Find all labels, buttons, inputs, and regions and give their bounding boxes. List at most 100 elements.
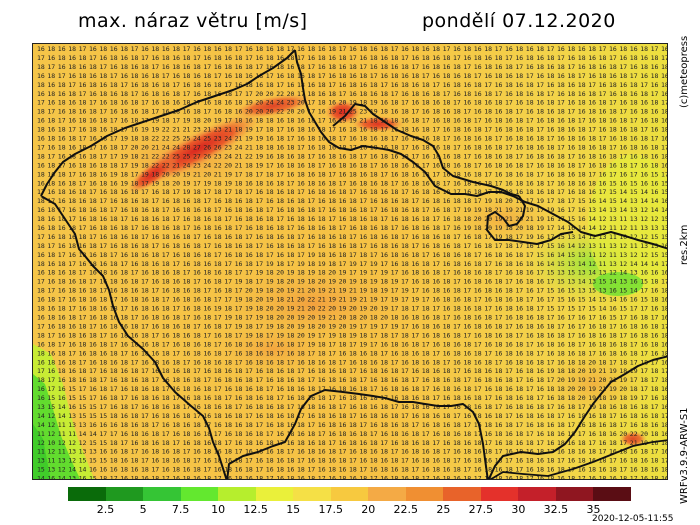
svg-text:17: 17 <box>536 170 544 178</box>
svg-text:16: 16 <box>484 251 492 259</box>
svg-text:13: 13 <box>640 224 648 232</box>
svg-text:16: 16 <box>47 170 55 178</box>
svg-text:16: 16 <box>110 242 118 250</box>
legend-swatch <box>443 487 481 501</box>
svg-text:18: 18 <box>307 117 315 125</box>
svg-text:16: 16 <box>515 322 523 330</box>
svg-text:18: 18 <box>266 314 274 322</box>
svg-text:18: 18 <box>557 81 565 89</box>
svg-text:18: 18 <box>37 108 45 116</box>
svg-text:12: 12 <box>599 215 607 223</box>
svg-text:18: 18 <box>131 251 139 259</box>
svg-text:12: 12 <box>640 206 648 214</box>
svg-text:16: 16 <box>609 305 617 313</box>
svg-text:17: 17 <box>661 457 668 465</box>
svg-text:17: 17 <box>630 340 638 348</box>
svg-text:18: 18 <box>235 179 243 187</box>
svg-text:16: 16 <box>110 448 118 456</box>
svg-text:16: 16 <box>547 466 555 474</box>
svg-text:25: 25 <box>183 135 191 143</box>
svg-text:17: 17 <box>640 81 648 89</box>
svg-text:19: 19 <box>484 197 492 205</box>
svg-text:18: 18 <box>422 457 430 465</box>
svg-text:16: 16 <box>37 296 45 304</box>
svg-text:17: 17 <box>162 430 170 438</box>
svg-text:19: 19 <box>245 99 253 107</box>
svg-text:18: 18 <box>99 206 107 214</box>
svg-text:16: 16 <box>578 90 586 98</box>
svg-text:18: 18 <box>339 385 347 393</box>
svg-text:18: 18 <box>391 340 399 348</box>
svg-text:18: 18 <box>526 367 534 375</box>
svg-text:17: 17 <box>495 135 503 143</box>
svg-text:16: 16 <box>453 340 461 348</box>
svg-text:18: 18 <box>432 108 440 116</box>
svg-text:18: 18 <box>79 206 87 214</box>
svg-text:18: 18 <box>651 278 659 286</box>
legend-label: 22.5 <box>393 503 419 516</box>
svg-text:16: 16 <box>89 340 97 348</box>
svg-text:16: 16 <box>401 385 409 393</box>
svg-text:17: 17 <box>599 448 607 456</box>
svg-text:18: 18 <box>411 161 419 169</box>
svg-text:18: 18 <box>370 215 378 223</box>
svg-text:16: 16 <box>567 224 575 232</box>
svg-text:18: 18 <box>183 233 191 241</box>
svg-text:18: 18 <box>422 54 430 62</box>
svg-text:16: 16 <box>463 278 471 286</box>
svg-text:19: 19 <box>183 179 191 187</box>
svg-text:18: 18 <box>110 81 118 89</box>
svg-text:16: 16 <box>89 421 97 429</box>
svg-text:19: 19 <box>255 314 263 322</box>
svg-text:17: 17 <box>307 349 315 357</box>
svg-text:18: 18 <box>422 215 430 223</box>
svg-text:18: 18 <box>578 188 586 196</box>
svg-text:18: 18 <box>651 161 659 169</box>
svg-text:16: 16 <box>484 143 492 151</box>
svg-text:17: 17 <box>110 72 118 80</box>
svg-text:16: 16 <box>619 54 627 62</box>
svg-text:19: 19 <box>255 287 263 295</box>
svg-text:16: 16 <box>443 305 451 313</box>
svg-text:19: 19 <box>183 188 191 196</box>
svg-text:18: 18 <box>151 385 159 393</box>
svg-text:18: 18 <box>99 475 107 480</box>
svg-text:18: 18 <box>276 376 284 384</box>
svg-text:16: 16 <box>599 170 607 178</box>
svg-text:15: 15 <box>536 251 544 259</box>
svg-text:18: 18 <box>131 54 139 62</box>
svg-text:16: 16 <box>443 108 451 116</box>
svg-text:16: 16 <box>432 188 440 196</box>
svg-text:16: 16 <box>47 188 55 196</box>
svg-text:16: 16 <box>47 126 55 134</box>
svg-text:18: 18 <box>495 197 503 205</box>
svg-text:16: 16 <box>203 305 211 313</box>
svg-text:16: 16 <box>37 314 45 322</box>
svg-text:19: 19 <box>630 367 638 375</box>
svg-text:18: 18 <box>79 143 87 151</box>
svg-text:18: 18 <box>318 251 326 259</box>
svg-text:18: 18 <box>588 466 596 474</box>
svg-text:16: 16 <box>89 72 97 80</box>
svg-text:17: 17 <box>495 358 503 366</box>
svg-text:13: 13 <box>619 278 627 286</box>
svg-text:16: 16 <box>120 475 128 480</box>
svg-text:17: 17 <box>505 367 513 375</box>
svg-text:18: 18 <box>193 439 201 447</box>
svg-text:18: 18 <box>183 457 191 465</box>
svg-text:17: 17 <box>255 197 263 205</box>
svg-text:14: 14 <box>79 466 87 474</box>
svg-text:19: 19 <box>151 126 159 134</box>
svg-text:16: 16 <box>453 45 461 53</box>
svg-text:18: 18 <box>651 385 659 393</box>
svg-text:18: 18 <box>276 63 284 71</box>
svg-text:18: 18 <box>411 340 419 348</box>
svg-text:17: 17 <box>183 314 191 322</box>
svg-text:16: 16 <box>567 296 575 304</box>
svg-text:18: 18 <box>411 90 419 98</box>
svg-text:16: 16 <box>349 90 357 98</box>
svg-text:18: 18 <box>609 421 617 429</box>
svg-text:16: 16 <box>651 394 659 402</box>
svg-text:17: 17 <box>526 197 534 205</box>
svg-text:14: 14 <box>578 233 586 241</box>
